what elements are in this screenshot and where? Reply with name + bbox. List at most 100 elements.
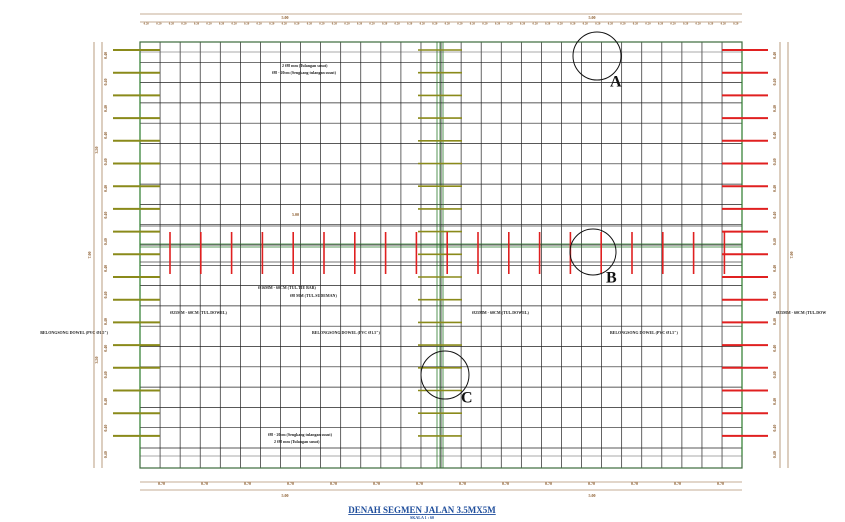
dim-spacing: 0.40 [103, 185, 108, 192]
dim-spacing: 0.70 [201, 481, 208, 486]
dim-spacing: 0.20 [645, 22, 651, 26]
dim-spacing: 0.20 [445, 22, 451, 26]
dim-spacing: 0.20 [144, 22, 150, 26]
dim-spacing: 0.40 [103, 291, 108, 298]
dim-spacing: 0.20 [595, 22, 601, 26]
dim-left: 3.50 [94, 357, 99, 364]
dim-spacing: 0.20 [670, 22, 676, 26]
dim-spacing: 0.70 [588, 481, 595, 486]
dim-left-total: 7.00 [87, 252, 92, 259]
dim-spacing: 0.20 [169, 22, 175, 26]
dim-spacing: 0.70 [287, 481, 294, 486]
dim-spacing: 0.20 [708, 22, 714, 26]
dim-spacing: 0.40 [103, 371, 108, 378]
dim-spacing: 0.20 [457, 22, 463, 26]
dim-spacing: 0.40 [103, 212, 108, 219]
dim-spacing: 0.20 [532, 22, 538, 26]
dim-spacing: 0.20 [620, 22, 626, 26]
drawing-title: DENAH SEGMEN JALAN 3.5MX5M [348, 505, 496, 515]
dim-spacing: 0.40 [103, 345, 108, 352]
dim-spacing: 0.70 [330, 481, 337, 486]
dim-spacing: 0.20 [244, 22, 250, 26]
dim-spacing: 0.20 [608, 22, 614, 26]
dim-spacing: 0.20 [583, 22, 589, 26]
dim-spacing: 0.40 [772, 398, 777, 405]
dim-spacing: 0.70 [502, 481, 509, 486]
dim-spacing: 0.20 [482, 22, 488, 26]
dim-spacing: 0.20 [570, 22, 576, 26]
dim-spacing: 0.20 [420, 22, 426, 26]
dim-right-total: 7.00 [789, 252, 794, 259]
dim-spacing: 0.70 [158, 481, 165, 486]
dim-spacing: 0.20 [269, 22, 275, 26]
dim-spacing: 0.20 [219, 22, 225, 26]
dim-spacing: 0.70 [674, 481, 681, 486]
dim-spacing: 0.40 [103, 105, 108, 112]
dim-spacing: 0.20 [257, 22, 263, 26]
dim-spacing: 0.40 [772, 132, 777, 139]
dim-spacing: 0.70 [459, 481, 466, 486]
dim-spacing: 0.40 [772, 158, 777, 165]
annotation: Ø8 - 20cm (Sengkang tulangan susut) [272, 70, 337, 75]
dim-bottom: 5.00 [589, 493, 596, 498]
dim-spacing: 0.20 [558, 22, 564, 26]
dim-spacing: 0.70 [416, 481, 423, 486]
dim-middle: 5.00 [292, 212, 299, 217]
dim-spacing: 0.20 [507, 22, 513, 26]
dim-spacing: 0.20 [206, 22, 212, 26]
dim-spacing: 0.20 [633, 22, 639, 26]
dim-spacing: 0.40 [772, 371, 777, 378]
dim-top: 5.00 [589, 15, 596, 20]
dim-spacing: 0.20 [520, 22, 526, 26]
dim-spacing: 0.40 [772, 345, 777, 352]
annotation: BELONGSONG DOWEL (PVC Ø1.5") [312, 330, 380, 335]
dim-spacing: 0.40 [772, 318, 777, 325]
annotation: Ø16MM - 60CM (TUL.TIE BAR) [258, 285, 317, 290]
dim-spacing: 0.20 [432, 22, 438, 26]
dim-spacing: 0.40 [772, 425, 777, 432]
dim-spacing: 0.40 [103, 398, 108, 405]
dim-spacing: 0.20 [369, 22, 375, 26]
annotation: BELONGSONG DOWEL (PVC Ø1.5") [610, 330, 678, 335]
dim-top: 5.00 [282, 15, 289, 20]
dim-spacing: 0.40 [772, 52, 777, 59]
dim-spacing: 0.20 [545, 22, 551, 26]
drawing: 5.00 5.00 5.00 5.00 5.00 3.50 3.50 7.00 … [0, 0, 845, 522]
dim-spacing: 0.40 [772, 291, 777, 298]
dim-left: 3.50 [94, 147, 99, 154]
dim-spacing: 0.20 [357, 22, 363, 26]
dim-spacing: 0.20 [382, 22, 388, 26]
dim-spacing: 0.20 [695, 22, 701, 26]
dim-spacing: 0.20 [294, 22, 300, 26]
dim-spacing: 0.40 [772, 265, 777, 272]
dim-spacing: 0.20 [332, 22, 338, 26]
dim-spacing: 0.40 [772, 238, 777, 245]
detail-marker: A [610, 74, 622, 91]
dim-spacing: 0.40 [103, 451, 108, 458]
dim-bottom: 5.00 [282, 493, 289, 498]
annotation: 2 Ø8 mm (Tulangan susut) [282, 63, 328, 68]
annotation: Ø25MM - 60CM (TUL.DOWEL) [170, 310, 228, 315]
annotation: Ø25MM - 60CM (TUL.DOW [776, 310, 826, 315]
annotation: Ø8 MM (TUL.SUDEMAN) [290, 293, 337, 298]
drawing-scale: SKALA 1 : 60 [410, 515, 434, 520]
dim-spacing: 0.20 [470, 22, 476, 26]
annotation: 2 Ø8 mm (Tulangan susut) [274, 439, 320, 444]
dim-spacing: 0.20 [658, 22, 664, 26]
dim-spacing: 0.20 [194, 22, 200, 26]
dim-spacing: 0.40 [772, 185, 777, 192]
detail-marker: B [606, 270, 617, 287]
dim-spacing: 0.40 [772, 78, 777, 85]
dim-spacing: 0.40 [103, 158, 108, 165]
dim-spacing: 0.40 [772, 105, 777, 112]
dim-spacing: 0.40 [103, 238, 108, 245]
dim-spacing: 0.70 [545, 481, 552, 486]
dim-spacing: 0.40 [103, 318, 108, 325]
dim-spacing: 0.20 [407, 22, 413, 26]
dim-spacing: 0.70 [631, 481, 638, 486]
dim-spacing: 0.20 [181, 22, 187, 26]
annotation: Ø25MM - 60CM (TUL.DOWEL) [472, 310, 530, 315]
dim-spacing: 0.70 [717, 481, 724, 486]
dim-spacing: 0.20 [344, 22, 350, 26]
dim-spacing: 0.20 [683, 22, 689, 26]
